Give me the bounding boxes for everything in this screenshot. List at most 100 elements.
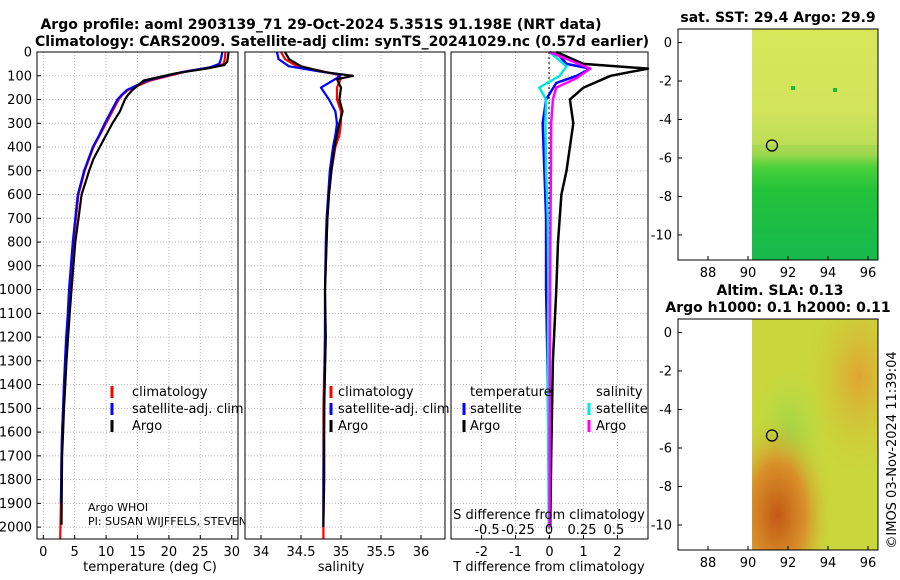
x-tick-label: 34 [253,545,270,560]
difference-legend: temperature salinity satellite Argo sate… [462,385,648,434]
temperature-legend: climatology satellite-adj. clim. Argo [110,385,248,434]
legend-label-t-satellite: satellite [470,402,522,417]
s-tick: 0 [545,523,553,538]
x-tick-label: 35.5 [367,545,396,560]
legend-label-t-argo: Argo [470,419,500,434]
y-tick-label: 400 [7,141,32,156]
y-tick-label: 1800 [0,473,32,488]
sst-front [752,145,878,155]
difference-panel: -2 -1 0 1 2 S difference from climatology -0… [450,50,650,575]
timestamp-stamp: ©IMOS 03-Nov-2024 11:39:04 [885,351,900,548]
y-tick-label: 1700 [0,449,32,464]
sla-longitude-ticks: 88 90 92 94 96 [700,546,876,571]
latitude-tick-label: -4 [659,403,672,418]
legend-title-temperature: temperature [470,385,552,400]
y-tick-label: 1000 [0,283,32,298]
salinity-panel: 34 34.5 35 35.5 36 salinity climatology sate… [244,51,454,575]
latitude-tick-label: 0 [664,326,672,341]
longitude-tick-label: 88 [700,556,717,571]
depth-y-ticks: 0 100 200 300 400 500 600 700 800 900 1000 1100 1200… [0,46,41,536]
salinity-grid [245,51,445,539]
temperature-grid [37,51,238,539]
legend-label-s-satellite: satellite [596,402,648,417]
sst-map-panel: sat. SST: 29.4 Argo: 29.9 88 90 92 94 96 0 -2… [651,10,879,281]
y-tick-label: 1400 [0,378,32,393]
s-difference-ticks: -0.5 -0.25 0 0.25 0.5 [474,523,624,538]
temperature-x-ticks: 0 5 10 15 20 25 30 [39,535,240,560]
longitude-tick-label: 92 [780,556,797,571]
s-tick: 0.5 [604,523,625,538]
latitude-tick-label: -6 [659,441,672,456]
series-line-t-argo [548,50,650,528]
longitude-tick-label: 90 [740,556,757,571]
sst-longitude-ticks: 88 90 92 94 96 [700,256,877,281]
x-tick-label: 0 [39,545,47,560]
salinity-x-ticks: 34 34.5 35 35.5 36 [253,535,430,560]
temperature-xlabel: temperature (deg C) [83,560,217,575]
float-institution: Argo WHOI [88,501,148,514]
figure-title-line2: Climatology: CARS2009. Satellite-adj cli… [35,34,649,50]
latitude-tick-label: -8 [659,190,672,205]
s-tick: 0.25 [568,523,597,538]
argo-position-marker [765,429,779,442]
y-tick-label: 300 [7,117,32,132]
x-tick-label: -1 [509,545,522,560]
y-tick-label: 100 [7,69,32,84]
y-tick-label: 0 [24,46,32,61]
x-tick-label: 2 [613,545,621,560]
float-pi: PI: SUSAN WIJFFELS, STEVEN [88,515,247,528]
longitude-tick-label: 92 [780,266,797,281]
sla-map-subtitle: Argo h1000: 0.1 h2000: 0.11 [665,300,890,316]
y-tick-label: 1300 [0,354,32,369]
y-tick-label: 1500 [0,402,32,417]
sla-map-title: Altim. SLA: 0.13 [716,283,843,299]
y-tick-label: 1900 [0,497,32,512]
series-line-argo [284,51,355,528]
s-difference-label: S difference from climatology [453,508,645,523]
sst-pixel [791,86,795,90]
salinity-lines [275,51,355,539]
y-tick-label: 200 [7,93,32,108]
longitude-tick-label: 88 [700,266,717,281]
series-line-s-argo [548,50,592,528]
latitude-tick-label: -2 [659,74,672,89]
series-line-s-satellite [538,51,568,528]
t-difference-xlabel: T difference from climatology [452,560,645,575]
latitude-tick-label: -10 [651,518,672,533]
longitude-tick-label: 96 [860,266,877,281]
difference-lines [538,50,650,528]
y-tick-label: 900 [7,259,32,274]
sst-field [752,29,878,260]
legend-label-satellite-adj: satellite-adj. clim. [132,402,248,417]
x-tick-label: 20 [161,545,178,560]
sst-latitude-ticks: 0 -2 -4 -6 -8 -10 [651,36,682,243]
sst-pixel [833,88,837,92]
latitude-tick-label: -8 [659,480,672,495]
y-tick-label: 2000 [0,521,32,536]
sla-map-panel: Altim. SLA: 0.13 Argo h1000: 0.1 h2000: … [651,283,891,571]
latitude-tick-label: -2 [659,364,672,379]
y-tick-label: 1100 [0,307,32,322]
s-tick: -0.25 [501,523,535,538]
y-tick-label: 1600 [0,426,32,441]
salinity-frame [244,51,446,540]
latitude-tick-label: -10 [651,228,672,243]
latitude-tick-label: -6 [659,151,672,166]
y-tick-label: 700 [7,212,32,227]
legend-label-climatology: climatology [338,385,414,400]
difference-x-ticks: -2 -1 0 1 2 [475,535,622,560]
legend-label-satellite-adj: satellite-adj. clim. [338,402,454,417]
sst-map-title: sat. SST: 29.4 Argo: 29.9 [680,10,875,26]
x-tick-label: 10 [98,545,115,560]
argo-position-marker [765,139,779,152]
series-line-argo [60,51,230,525]
x-tick-label: 15 [129,545,146,560]
x-tick-label: 1 [579,545,587,560]
legend-label-s-argo: Argo [596,419,626,434]
x-tick-label: 36 [413,545,430,560]
x-tick-label: 25 [192,545,209,560]
longitude-tick-label: 94 [820,556,837,571]
sla-high-southwest [752,319,878,550]
sst-map-frame [677,28,879,261]
salinity-plot-area [245,52,445,539]
